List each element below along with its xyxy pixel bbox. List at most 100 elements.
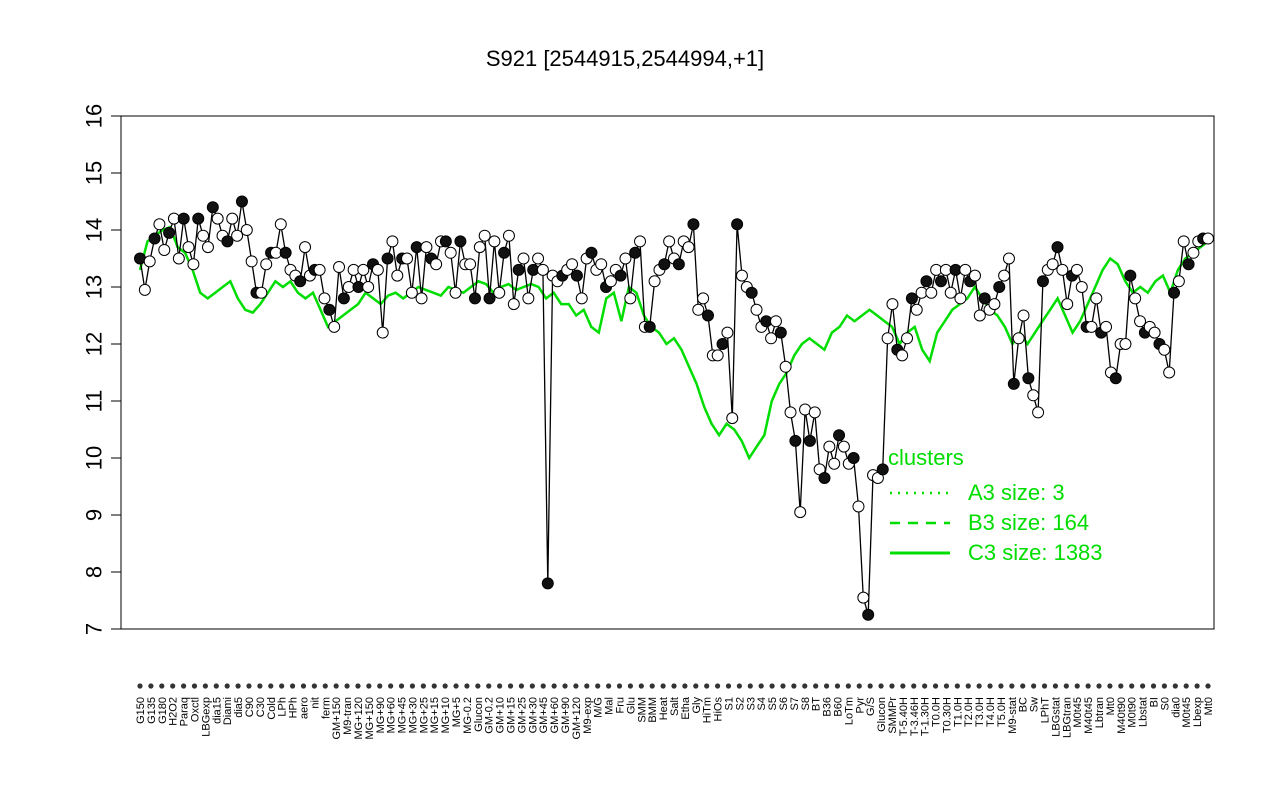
x-tick-label: Pyr (854, 697, 866, 714)
data-point (439, 235, 452, 248)
data-point (896, 349, 909, 362)
data-point (1075, 281, 1088, 293)
legend-title: clusters (888, 445, 964, 470)
x-tick-dot (366, 683, 372, 689)
data-point (507, 298, 520, 311)
x-tick-dot (616, 683, 623, 689)
x-tick-label: M9-stat (1007, 697, 1019, 734)
data-point (536, 263, 549, 276)
x-tick-dot (1205, 683, 1211, 689)
data-point (716, 338, 729, 350)
data-point (1002, 252, 1015, 265)
data-point (566, 258, 579, 271)
x-tick-label: Gly (691, 697, 703, 714)
data-point (444, 246, 457, 259)
x-tick-label: MG+30 (407, 697, 419, 733)
x-tick-label: M40t90 (1116, 697, 1128, 734)
chart-title: S921 [2544915,2544994,+1] (486, 46, 764, 71)
y-tick-label: 10 (82, 446, 107, 470)
data-point (1177, 235, 1190, 248)
x-tick-dot (714, 683, 721, 689)
data-point (187, 258, 200, 271)
series-c3-line (138, 225, 1209, 461)
data-point (498, 246, 511, 259)
x-tick-dot (529, 683, 535, 689)
data-point (604, 275, 617, 288)
data-point (1124, 269, 1137, 282)
x-tick-label: GM+150 (331, 697, 343, 740)
x-tick-dot (660, 683, 666, 689)
data-point (376, 326, 389, 339)
data-point (585, 246, 598, 259)
data-point (1163, 366, 1176, 379)
data-point (954, 292, 967, 305)
data-point (619, 252, 632, 265)
x-tick-dot (377, 683, 383, 689)
data-point (163, 226, 176, 239)
data-point (502, 229, 515, 242)
data-point (430, 258, 443, 271)
data-point (682, 241, 695, 254)
x-tick-dot (606, 683, 612, 689)
x-tick-label: C90 (244, 697, 256, 717)
data-point (862, 608, 875, 621)
data-point (697, 292, 710, 305)
x-tick-label: S7 (789, 697, 801, 710)
x-tick-dot (1183, 683, 1189, 689)
data-point (1119, 338, 1132, 350)
x-tick-dot (1009, 683, 1015, 689)
x-tick-label: Mal (604, 697, 616, 715)
x-tick-dot (954, 683, 960, 689)
x-tick-dot (987, 683, 993, 689)
x-tick-label: SMM (636, 697, 648, 723)
data-point (823, 440, 836, 453)
x-tick-label: G135 (146, 697, 158, 724)
x-tick-label: Fru (615, 697, 627, 714)
x-tick-label: M0t45 (1181, 697, 1193, 728)
x-tick-label: GM+10 (495, 697, 507, 733)
data-point (784, 406, 797, 419)
x-tick-label: MG+45 (397, 697, 409, 733)
data-point (1036, 275, 1049, 288)
x-tick-label: S5 (767, 697, 779, 710)
x-tick-dot (1031, 683, 1037, 689)
x-tick-dot (725, 683, 732, 689)
x-tick-dot (355, 683, 361, 689)
data-point (153, 218, 166, 231)
data-point (172, 252, 185, 265)
x-tick-label: S4 (756, 697, 768, 710)
data-point (828, 457, 841, 470)
y-tick-label: 16 (82, 104, 107, 128)
y-tick-label: 7 (82, 623, 107, 635)
x-tick-dot (344, 683, 350, 689)
x-tick-label: Mt0 (1203, 697, 1215, 715)
x-tick-label: G180 (157, 697, 169, 724)
data-point (493, 286, 506, 299)
x-tick-label: BT (811, 697, 823, 711)
x-tick-dot (442, 683, 448, 689)
x-tick-dot (235, 683, 241, 689)
x-tick-dot (300, 683, 307, 689)
data-point (231, 229, 244, 242)
x-tick-label: Glucon (876, 697, 888, 732)
x-tick-label: S1 (723, 697, 735, 710)
x-tick-dot (747, 683, 753, 689)
data-point (769, 315, 782, 328)
x-tick-label: SMMPr (887, 697, 899, 734)
data-point (735, 269, 748, 282)
x-tick-label: LBGstat (1050, 697, 1062, 737)
x-tick-dot (922, 683, 928, 689)
data-point (886, 298, 899, 311)
data-point (803, 434, 816, 447)
x-tick-dot (1063, 683, 1069, 689)
x-tick-label: Sw (1029, 697, 1041, 712)
x-tick-dot (453, 683, 459, 689)
x-tick-label: M9-exp (582, 697, 594, 734)
x-tick-dot (1150, 683, 1157, 689)
x-tick-label: Paraq (179, 697, 191, 726)
data-point (1100, 320, 1113, 333)
x-tick-dot (409, 683, 416, 689)
x-tick-dot (333, 683, 339, 689)
data-point (328, 320, 341, 333)
data-point (1148, 326, 1161, 339)
